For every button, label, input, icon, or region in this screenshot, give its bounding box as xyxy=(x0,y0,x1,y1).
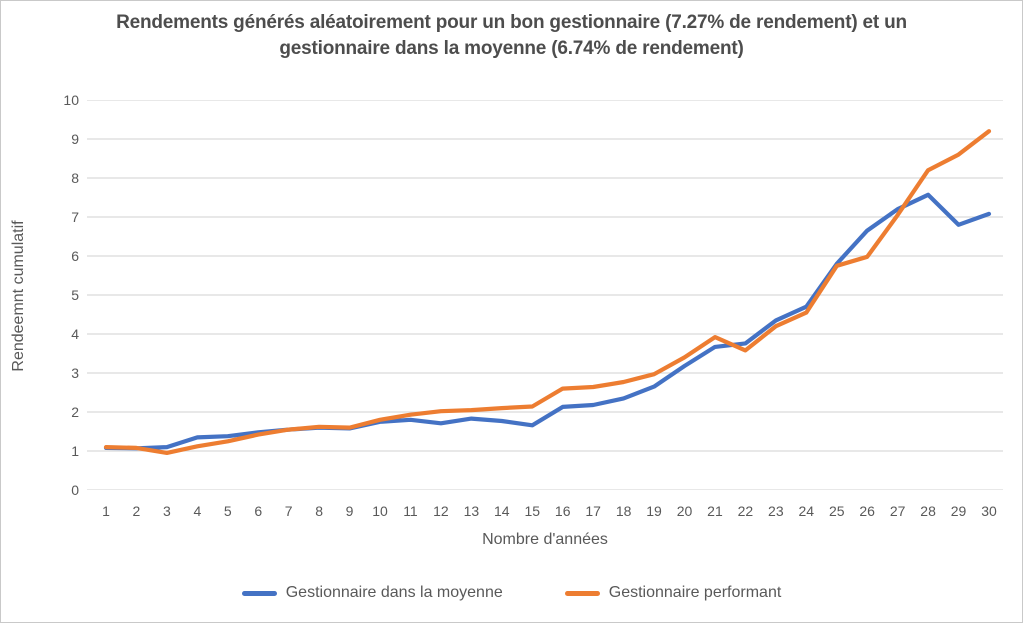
x-tick-label: 18 xyxy=(615,503,632,519)
x-tick-label: 16 xyxy=(554,503,571,519)
x-tick-label: 15 xyxy=(524,503,541,519)
legend-label-performant-manager: Gestionnaire performant xyxy=(608,584,782,601)
plot-area xyxy=(87,100,1003,490)
x-tick-label: 23 xyxy=(768,503,784,519)
chart-title: Rendements générés aléatoirement pour un… xyxy=(116,12,907,60)
x-tick-label: 17 xyxy=(585,503,601,519)
x-tick-label: 10 xyxy=(372,503,388,519)
x-tick-label: 9 xyxy=(345,503,354,519)
x-tick-label: 4 xyxy=(193,503,202,519)
y-tick-label: 4 xyxy=(71,326,79,342)
x-tick-label: 19 xyxy=(646,503,662,519)
x-tick-label: 30 xyxy=(981,503,997,519)
y-tick-label: 2 xyxy=(71,404,79,420)
x-tick-label: 8 xyxy=(315,503,324,519)
y-tick-label: 9 xyxy=(71,131,79,147)
x-tick-label: 27 xyxy=(889,503,906,519)
y-tick-label: 7 xyxy=(71,209,79,225)
series-line-0 xyxy=(103,192,992,451)
x-tick-label: 29 xyxy=(950,503,967,519)
legend-swatch-average-manager xyxy=(241,590,277,596)
x-axis-title: Nombre d'années xyxy=(482,531,608,548)
x-tick-label: 26 xyxy=(859,503,875,519)
legend-item-performant-manager: Gestionnaire performant xyxy=(564,584,782,602)
x-tick-label: 21 xyxy=(707,503,723,519)
x-tick-label: 3 xyxy=(162,503,171,519)
x-tick-label: 1 xyxy=(102,503,110,519)
y-tick-label: 0 xyxy=(71,482,79,498)
y-tick-label: 5 xyxy=(71,287,79,303)
y-tick-label: 1 xyxy=(71,443,79,459)
legend-label-average-manager: Gestionnaire dans la moyenne xyxy=(285,584,503,601)
x-tick-label: 6 xyxy=(254,503,263,519)
line-chart-svg xyxy=(87,100,1003,490)
y-axis-title: Rendeemnt cumulatif xyxy=(10,220,27,372)
x-tick-label: 11 xyxy=(403,503,418,519)
legend-swatch-performant-manager xyxy=(564,590,600,596)
x-tick-label: 24 xyxy=(798,503,815,519)
x-tick-label: 12 xyxy=(433,503,449,519)
x-tick-label: 22 xyxy=(737,503,754,519)
x-tick-label: 28 xyxy=(920,503,936,519)
x-tick-label: 2 xyxy=(132,503,141,519)
x-tick-label: 5 xyxy=(223,503,232,519)
x-tick-label: 25 xyxy=(828,503,845,519)
x-tick-label: 20 xyxy=(676,503,693,519)
x-tick-label: 14 xyxy=(494,503,510,519)
y-tick-label: 8 xyxy=(71,170,79,186)
x-tick-label: 13 xyxy=(463,503,480,519)
legend-item-average-manager: Gestionnaire dans la moyenne xyxy=(241,584,503,602)
legend: Gestionnaire dans la moyenne Gestionnair… xyxy=(1,584,1022,602)
y-tick-label: 6 xyxy=(71,248,79,264)
x-tick-label: 7 xyxy=(284,503,293,519)
y-tick-label: 3 xyxy=(71,365,79,381)
series-line-1 xyxy=(103,129,992,455)
y-tick-label: 10 xyxy=(63,92,79,108)
